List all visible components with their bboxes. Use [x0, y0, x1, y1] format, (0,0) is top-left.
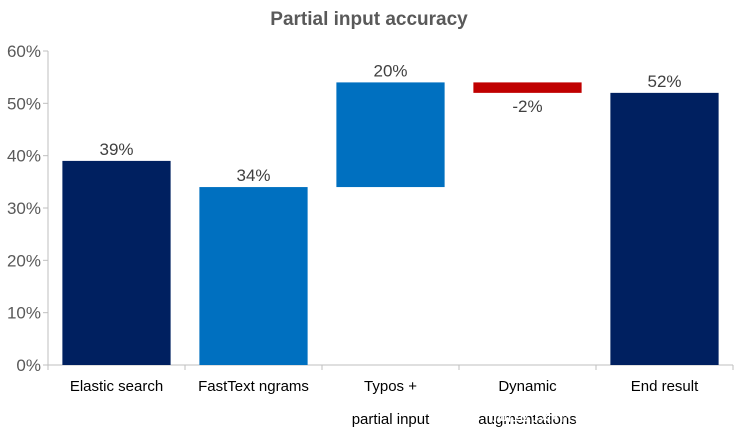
chart-title: Partial input accuracy: [270, 9, 468, 30]
data-label: -2%: [512, 97, 542, 116]
data-label: 20%: [373, 61, 407, 80]
bar: [336, 82, 445, 188]
chart-bars: 39% 34% 20% -2% 52%: [62, 61, 719, 365]
data-label: 34%: [236, 166, 270, 185]
x-axis-labels: Elastic search FastText ngrams Typos + part…: [70, 378, 699, 428]
bar: [610, 92, 719, 365]
y-tick-label: 0%: [16, 356, 41, 375]
y-tick-label: 60%: [7, 42, 41, 61]
y-tick-label: 10%: [7, 304, 41, 323]
data-label: 39%: [99, 140, 133, 159]
bar: [199, 187, 308, 365]
bar: [62, 160, 171, 365]
x-tick-label: End result: [631, 378, 699, 395]
y-tick-label: 40%: [7, 147, 41, 166]
data-label: 52%: [647, 72, 681, 91]
bar: [473, 82, 582, 93]
y-tick-label: 20%: [7, 251, 41, 270]
watermark: 掘金技术社区 @ 布客飞龙: [492, 402, 723, 425]
y-tick-label: 50%: [7, 94, 41, 113]
x-tick-label: FastText ngrams: [198, 378, 309, 395]
x-tick-label: Dynamic augmentations: [478, 378, 576, 428]
y-tick-label: 30%: [7, 199, 41, 218]
x-tick-label: Elastic search: [70, 378, 163, 395]
x-tick-label: Typos + partial input: [352, 378, 430, 428]
